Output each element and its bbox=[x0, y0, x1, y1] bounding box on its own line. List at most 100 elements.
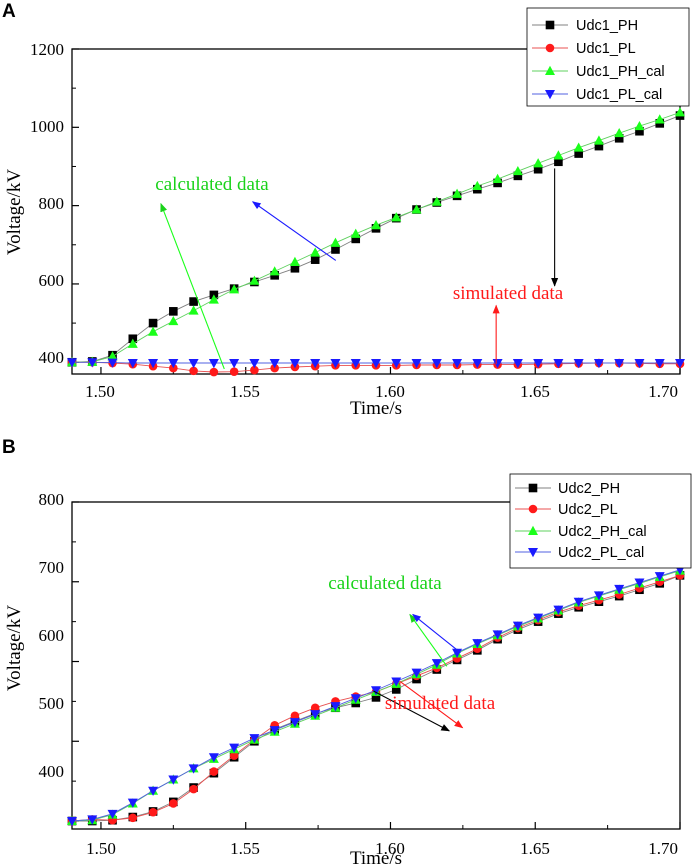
data-point-Udc1_PL bbox=[209, 367, 219, 377]
data-point-Udc1_PH_cal bbox=[148, 326, 159, 336]
legend-marker-Udc2_PH_cal bbox=[528, 525, 538, 535]
data-point-Udc1_PL_cal bbox=[512, 359, 523, 369]
panel-a-x-tick-labels: 1.50 1.55 1.60 1.65 1.70 bbox=[85, 382, 678, 401]
panel-b-legend-box bbox=[509, 473, 692, 569]
panel-b-y-tick-label: 700 bbox=[39, 558, 65, 577]
data-point-Udc1_PH bbox=[594, 141, 604, 151]
panel-a-x-tick-label: 1.60 bbox=[375, 382, 405, 401]
data-point-Udc2_PL_cal bbox=[431, 659, 442, 669]
data-point-Udc1_PH_cal bbox=[573, 142, 584, 152]
data-point-Udc2_PL_cal bbox=[371, 686, 381, 696]
annotation-arrow bbox=[373, 690, 451, 732]
data-point-Udc2_PL_cal bbox=[512, 621, 523, 631]
panel-a-annotation-arrows bbox=[160, 168, 559, 370]
data-point-Udc2_PL bbox=[148, 807, 158, 817]
panel-b-legend: Udc2_PH Udc2_PL Udc2_PH_cal Udc2_PL_cal bbox=[509, 473, 692, 569]
data-point-Udc2_PL_cal bbox=[593, 591, 604, 601]
data-point-Udc1_PH_cal bbox=[533, 158, 544, 168]
data-point-Udc1_PL_cal bbox=[391, 359, 402, 369]
data-point-Udc2_PH bbox=[371, 693, 381, 702]
data-point-Udc2_PL_cal bbox=[350, 694, 361, 704]
data-point-Udc1_PH_cal bbox=[634, 120, 645, 131]
data-point-Udc2_PL_cal bbox=[87, 815, 98, 825]
annotation-arrow bbox=[160, 202, 225, 370]
panel-a-y-tick-label: 1000 bbox=[30, 117, 64, 136]
panel-b-x-tick-label: 1.70 bbox=[648, 839, 678, 858]
panel-a-y-axis-title: Voltage/kV bbox=[4, 169, 25, 255]
data-point-Udc1_PH bbox=[351, 234, 361, 244]
data-point-Udc1_PH bbox=[513, 171, 523, 181]
data-point-Udc1_PL_cal bbox=[188, 359, 199, 369]
panel-a-legend-label: Udc1_PL bbox=[576, 41, 636, 57]
legend-marker-Udc1_PL_cal bbox=[545, 90, 555, 100]
panel-b-letter: B bbox=[2, 437, 16, 458]
legend-marker-Udc1_PH_cal bbox=[545, 65, 555, 75]
data-point-Udc1_PL_cal bbox=[330, 359, 341, 369]
panel-a-y-tick-labels: 400 600 800 1000 1200 bbox=[30, 40, 64, 367]
data-point-Udc1_PH_cal bbox=[229, 284, 240, 294]
data-point-Udc1_PL_cal bbox=[269, 359, 280, 369]
data-point-Udc1_PH_cal bbox=[269, 266, 280, 276]
data-point-Udc1_PL_cal bbox=[107, 358, 118, 368]
panel-b-y-axis-title: Voltage/kV bbox=[4, 605, 25, 691]
data-point-Udc1_PH_cal bbox=[188, 305, 199, 315]
legend-marker-Udc1_PL bbox=[545, 43, 555, 53]
data-point-Udc2_PL_cal bbox=[492, 630, 503, 640]
panel-b-annotation-arrows bbox=[373, 613, 464, 732]
data-point-Udc1_PH_cal bbox=[310, 247, 321, 257]
data-point-Udc1_PL_cal bbox=[249, 359, 260, 369]
data-point-Udc1_PL_cal bbox=[371, 359, 381, 369]
panel-a-legend-label: Udc1_PH_cal bbox=[576, 64, 665, 80]
data-point-Udc2_PL bbox=[229, 751, 239, 760]
data-point-Udc1_PL_cal bbox=[675, 359, 685, 369]
data-point-Udc1_PH_cal bbox=[654, 114, 665, 124]
data-point-Udc1_PH_cal bbox=[553, 150, 564, 160]
panel-b-x-axis-title: Time/s bbox=[350, 848, 402, 867]
panel-b-y-tick-label: 600 bbox=[39, 626, 65, 645]
panel-b-series-group bbox=[67, 565, 685, 827]
data-point-Udc1_PL bbox=[229, 367, 239, 376]
data-point-Udc1_PL_cal bbox=[350, 359, 361, 369]
data-point-Udc2_PL_cal bbox=[330, 702, 341, 712]
data-point-Udc1_PH_cal bbox=[431, 196, 442, 206]
data-point-Udc1_PH bbox=[554, 157, 563, 167]
data-point-Udc1_PH_cal bbox=[391, 212, 402, 222]
panel-a-y-tick-label: 1200 bbox=[30, 40, 64, 59]
panel-b-x-tick-label: 1.60 bbox=[375, 839, 405, 858]
panel-a-y-tick-label: 800 bbox=[39, 194, 65, 213]
legend-marker-Udc2_PL bbox=[528, 504, 538, 514]
data-point-Udc2_PL_cal bbox=[127, 798, 138, 808]
data-point-Udc2_PL_cal bbox=[654, 572, 665, 582]
data-point-Udc2_PL bbox=[189, 784, 198, 794]
data-point-Udc1_PL_cal bbox=[127, 359, 138, 369]
panel-b-legend-label: Udc2_PL_cal bbox=[558, 545, 644, 561]
data-point-Udc2_PL_cal bbox=[229, 743, 240, 753]
data-point-Udc1_PL_cal bbox=[634, 359, 645, 369]
data-point-Udc1_PL_cal bbox=[533, 359, 544, 369]
data-point-Udc1_PL_cal bbox=[208, 359, 219, 369]
data-point-Udc1_PH bbox=[331, 245, 340, 254]
data-point-Udc2_PL_cal bbox=[553, 605, 564, 615]
panel-b-legend-label: Udc2_PL bbox=[558, 502, 618, 518]
data-point-Udc1_PH_cal bbox=[593, 135, 604, 145]
data-point-Udc2_PL_cal bbox=[391, 677, 402, 687]
data-point-Udc2_PL_cal bbox=[614, 584, 625, 595]
panel-b-y-tick-label: 500 bbox=[39, 694, 65, 713]
data-point-Udc2_PL bbox=[209, 767, 219, 776]
data-point-Udc1_PL_cal bbox=[573, 359, 584, 369]
legend-marker-Udc2_PL_cal bbox=[528, 548, 538, 558]
data-point-Udc1_PL_cal bbox=[229, 359, 240, 369]
data-point-Udc1_PH bbox=[635, 126, 644, 136]
data-point-Udc1_PH_cal bbox=[107, 351, 118, 361]
panel-b-axes bbox=[72, 501, 681, 829]
data-point-Udc2_PL_cal bbox=[107, 809, 118, 820]
data-point-Udc1_PH bbox=[533, 164, 543, 174]
data-point-Udc2_PL_cal bbox=[168, 775, 179, 785]
panel-a-x-tick-label: 1.50 bbox=[85, 382, 115, 401]
data-point-Udc2_PL_cal bbox=[533, 613, 544, 623]
data-point-Udc1_PH_cal bbox=[127, 338, 138, 348]
data-point-Udc1_PL_cal bbox=[492, 359, 503, 369]
data-point-Udc2_PL_cal bbox=[411, 668, 422, 678]
panel-a-simulated-data-label: simulated data bbox=[453, 283, 564, 304]
